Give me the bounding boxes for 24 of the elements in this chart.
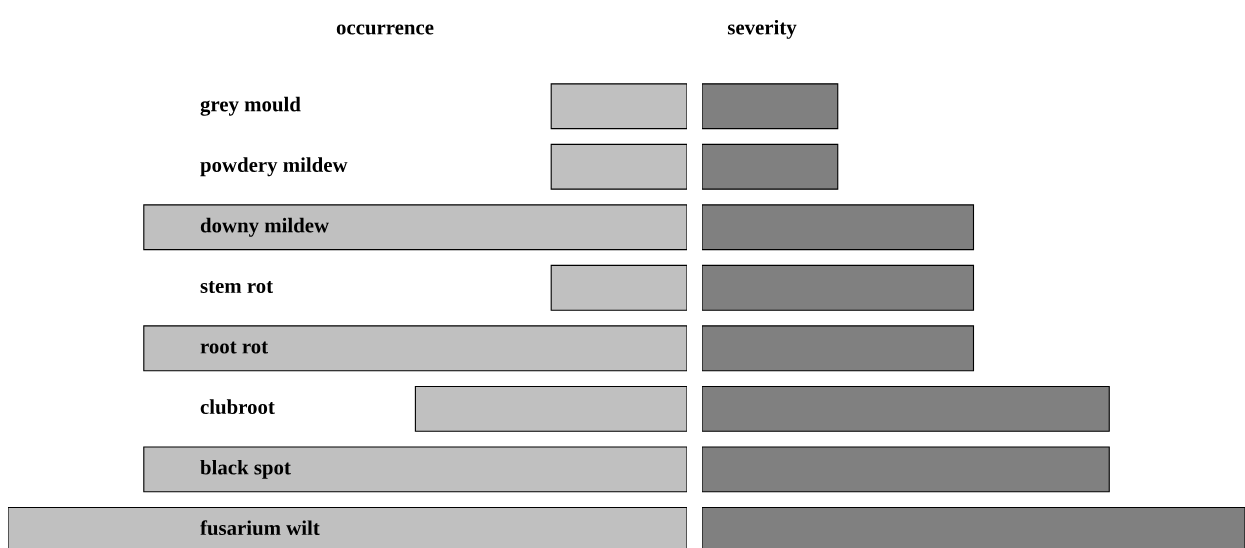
bar [550,143,687,190]
bar [702,83,839,130]
bar [702,204,975,251]
chart-title: severity [727,19,797,39]
y-tick-label: grey mould [200,96,301,116]
y-tick-label: clubroot [200,399,275,415]
y-tick-label: black spot [200,459,291,479]
bar [143,325,687,372]
bar [702,264,975,311]
bar [702,385,1110,432]
y-tick-label: stem rot [200,281,273,294]
chart-title: occurrence [336,24,434,35]
bar [414,385,687,432]
y-tick-label: downy mildew [200,217,329,237]
bar [143,446,687,493]
bar [702,325,975,372]
bar [143,204,687,251]
bar [702,143,839,190]
bar [550,83,687,130]
y-tick-label: fusarium wilt [200,520,320,536]
bar [702,446,1110,493]
y-tick-label: root rot [200,341,269,354]
bar [550,264,687,311]
y-tick-label: powdery mildew [200,157,348,177]
